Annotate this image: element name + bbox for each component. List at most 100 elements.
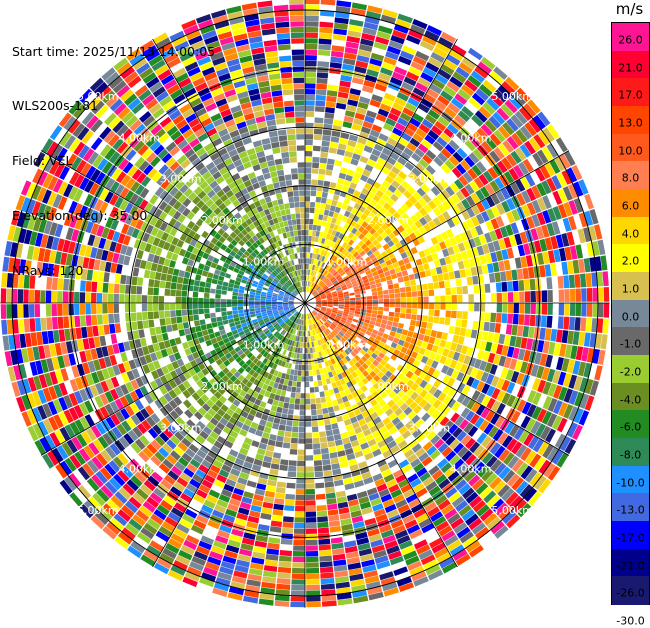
velocity-bin — [333, 350, 339, 357]
velocity-bin — [551, 449, 564, 465]
velocity-bin — [342, 121, 353, 129]
velocity-bin — [282, 343, 287, 349]
velocity-bin — [451, 215, 461, 226]
velocity-bin — [209, 298, 215, 303]
velocity-bin — [373, 349, 381, 356]
velocity-bin — [454, 179, 464, 190]
velocity-bin — [490, 252, 498, 263]
velocity-bin — [446, 197, 456, 208]
velocity-bin — [485, 196, 496, 208]
velocity-bin — [397, 381, 406, 390]
velocity-bin — [398, 425, 408, 435]
velocity-bin — [561, 170, 573, 185]
velocity-bin — [305, 438, 313, 444]
velocity-bin — [537, 197, 547, 211]
velocity-bin — [343, 418, 352, 426]
velocity-bin — [480, 407, 491, 419]
velocity-bin — [418, 226, 427, 235]
velocity-bin — [342, 63, 355, 71]
velocity-bin — [307, 287, 310, 293]
velocity-bin — [423, 93, 437, 104]
velocity-bin — [274, 394, 281, 401]
velocity-bin — [457, 110, 471, 122]
velocity-bin — [351, 207, 358, 215]
velocity-bin — [331, 542, 344, 550]
velocity-bin — [370, 267, 377, 273]
velocity-bin — [489, 70, 504, 85]
velocity-bin — [274, 600, 290, 607]
velocity-bin — [349, 88, 361, 96]
velocity-bin — [385, 378, 393, 387]
velocity-bin — [331, 311, 337, 315]
velocity-bin — [333, 249, 339, 256]
velocity-bin — [315, 363, 319, 370]
velocity-bin — [356, 197, 364, 205]
velocity-bin — [326, 293, 332, 296]
velocity-bin — [357, 380, 365, 388]
velocity-bin — [372, 473, 383, 482]
velocity-bin — [120, 351, 128, 363]
velocity-bin — [547, 398, 558, 412]
velocity-bin — [282, 442, 291, 449]
velocity-bin — [216, 435, 226, 445]
velocity-bin — [555, 234, 564, 248]
velocity-bin — [359, 466, 370, 475]
velocity-bin — [12, 304, 18, 319]
velocity-bin — [372, 299, 378, 303]
velocity-bin — [531, 253, 539, 266]
velocity-bin — [315, 259, 319, 266]
velocity-bin — [322, 459, 331, 466]
velocity-bin — [324, 313, 330, 317]
velocity-bin — [564, 344, 573, 359]
velocity-bin — [355, 361, 362, 369]
velocity-bin — [326, 401, 333, 408]
velocity-bin — [337, 385, 344, 392]
velocity-bin — [283, 516, 294, 523]
velocity-bin — [345, 355, 351, 362]
velocity-bin — [546, 315, 553, 328]
velocity-bin — [305, 370, 309, 376]
velocity-bin — [430, 236, 439, 246]
velocity-bin — [318, 174, 325, 181]
velocity-bin — [295, 318, 299, 324]
velocity-bin — [327, 340, 333, 347]
velocity-bin — [354, 310, 361, 315]
velocity-bin — [316, 321, 321, 327]
velocity-bin — [244, 418, 253, 427]
velocity-bin — [375, 513, 388, 523]
velocity-bin — [142, 320, 149, 329]
velocity-bin — [528, 137, 541, 152]
velocity-bin — [451, 295, 457, 303]
velocity-bin — [422, 67, 437, 78]
velocity-bin — [289, 346, 294, 352]
velocity-bin — [511, 458, 524, 473]
velocity-bin — [313, 219, 318, 225]
velocity-bin — [315, 322, 319, 328]
velocity-bin — [330, 457, 339, 465]
velocity-bin — [225, 544, 240, 554]
velocity-bin — [299, 353, 303, 359]
velocity-bin — [432, 516, 447, 527]
velocity-bin — [349, 573, 364, 582]
velocity-bin — [481, 452, 494, 465]
velocity-bin — [364, 452, 374, 461]
velocity-bin — [568, 374, 578, 389]
velocity-bin — [288, 465, 297, 472]
velocity-bin — [361, 236, 369, 243]
velocity-bin — [532, 152, 544, 167]
velocity-bin — [591, 272, 598, 287]
velocity-bin — [268, 380, 275, 387]
velocity-bin — [277, 572, 291, 579]
velocity-bin — [338, 366, 345, 373]
velocity-bin — [305, 168, 312, 174]
velocity-bin — [218, 494, 231, 503]
velocity-bin — [412, 133, 424, 143]
velocity-bin — [319, 345, 324, 351]
velocity-bin — [324, 289, 330, 293]
velocity-bin — [319, 368, 324, 375]
velocity-bin — [489, 476, 502, 490]
velocity-bin — [556, 452, 569, 468]
velocity-bin — [376, 458, 387, 468]
velocity-bin — [441, 365, 449, 374]
velocity-bin — [426, 322, 433, 330]
